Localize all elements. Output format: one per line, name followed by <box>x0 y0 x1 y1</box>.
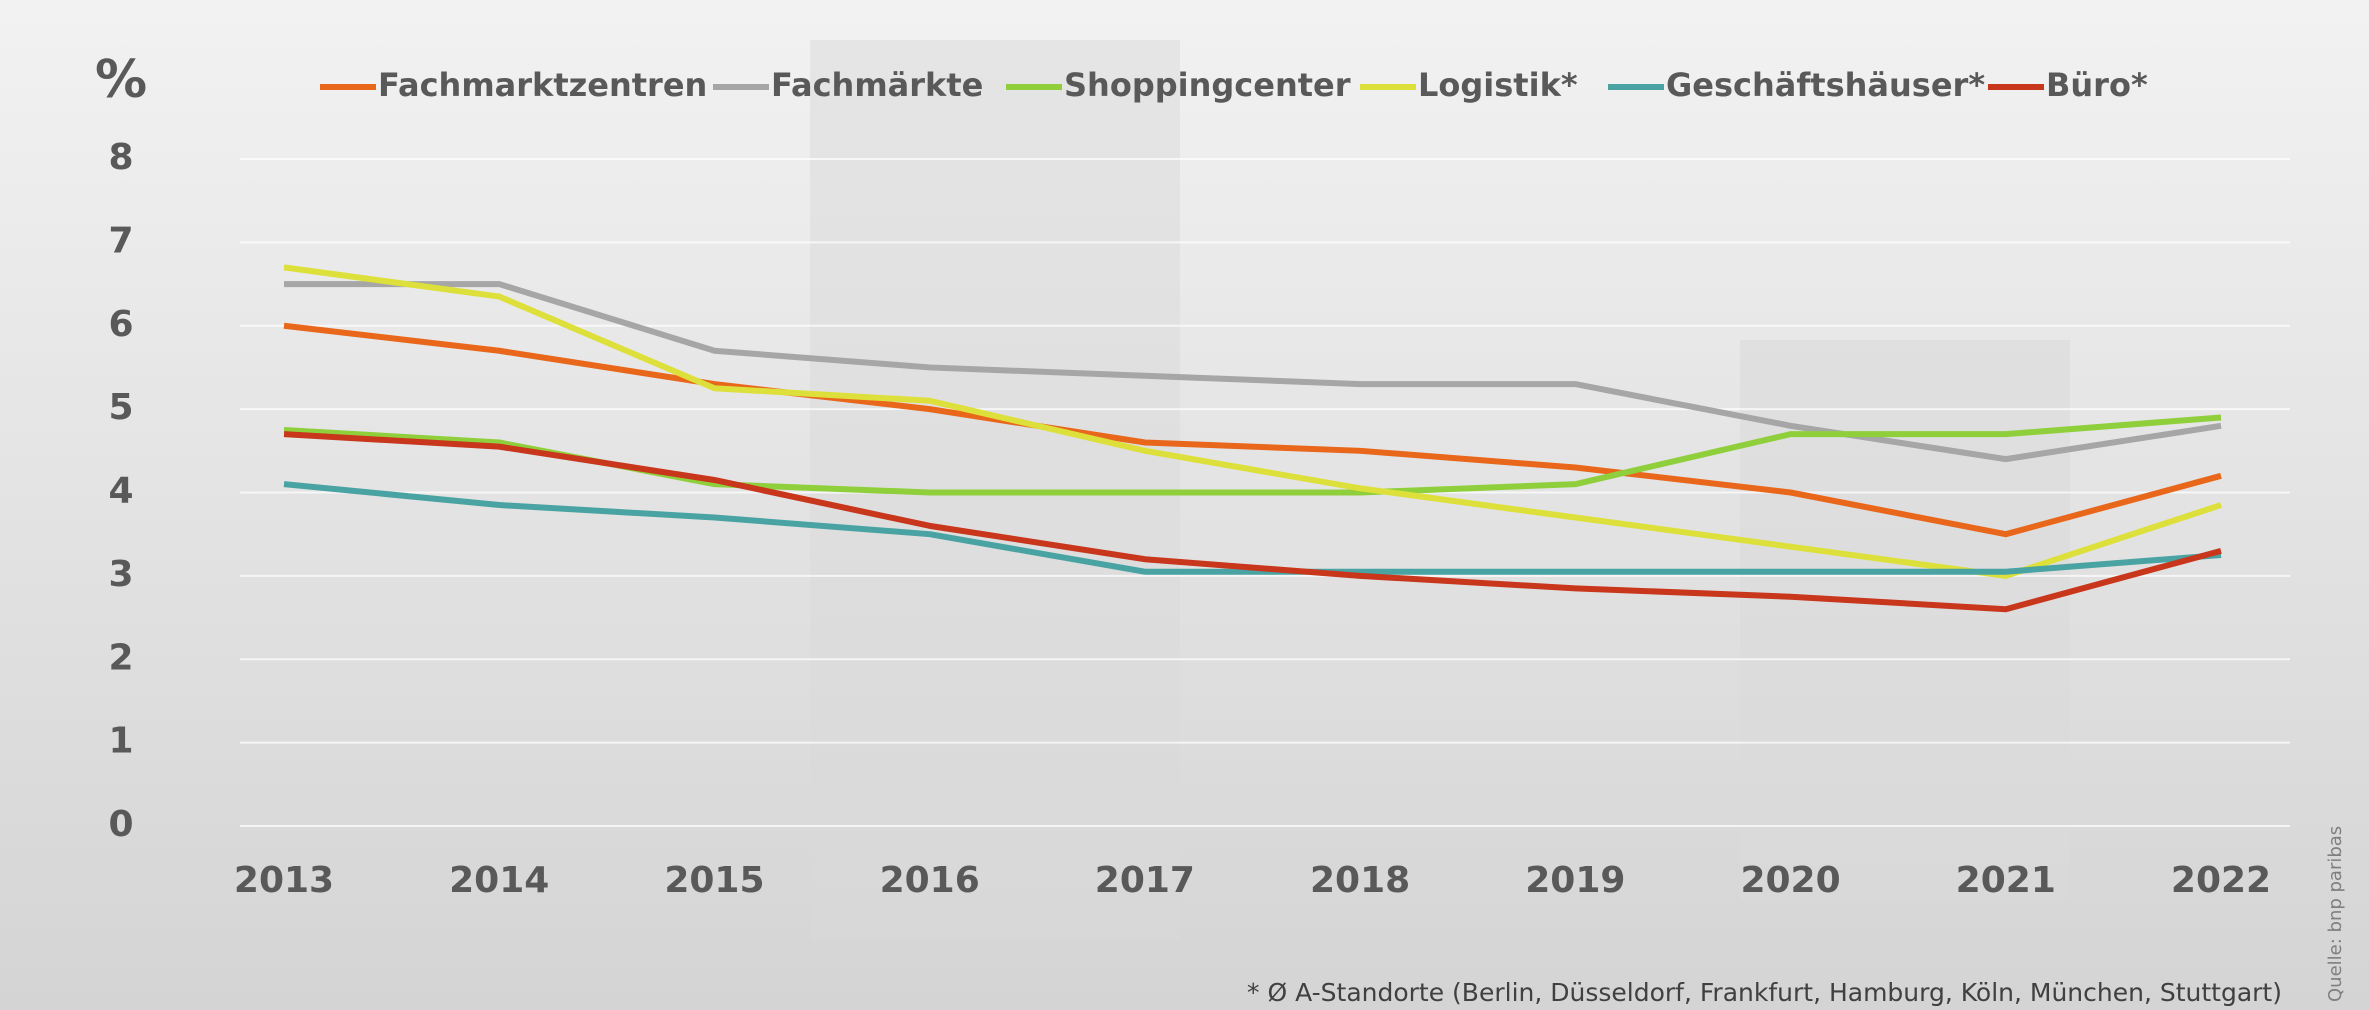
x-tick-label: 2015 <box>664 860 764 901</box>
y-tick-label: 3 <box>108 554 133 595</box>
unit-label: % <box>95 50 147 110</box>
x-tick-label: 2016 <box>880 860 980 901</box>
x-tick-label: 2017 <box>1095 860 1195 901</box>
x-tick-label: 2020 <box>1740 860 1840 901</box>
legend-label: Fachmarktzentren <box>378 66 707 104</box>
x-tick-label: 2013 <box>234 860 334 901</box>
legend-label: Geschäftshäuser* <box>1666 66 1985 104</box>
series-line <box>283 264 2222 579</box>
y-tick-label: 8 <box>108 137 133 178</box>
y-tick-label: 0 <box>108 804 133 845</box>
series-line <box>283 431 2222 613</box>
source: Quelle: bnp paribas <box>2325 826 2346 1002</box>
y-tick-label: 5 <box>108 387 133 428</box>
y-tick-label: 6 <box>108 304 133 345</box>
series-line <box>283 322 2222 538</box>
series-line <box>284 281 2222 463</box>
footnote: * Ø A-Standorte (Berlin, Düsseldorf, Fra… <box>1247 978 2282 1007</box>
y-tick-label: 2 <box>108 637 133 678</box>
legend-label: Fachmärkte <box>771 66 983 104</box>
series-line <box>283 481 2222 575</box>
x-tick-label: 2021 <box>1956 860 2056 901</box>
x-tick-label: 2022 <box>2171 860 2271 901</box>
legend-label: Shoppingcenter <box>1064 66 1351 104</box>
x-tick-label: 2018 <box>1310 860 1410 901</box>
y-tick-label: 7 <box>108 220 133 261</box>
y-tick-label: 4 <box>108 471 133 512</box>
legend-label: Logistik* <box>1418 66 1578 104</box>
x-tick-label: 2014 <box>449 860 549 901</box>
y-tick-label: 1 <box>108 721 133 762</box>
legend-label: Büro* <box>2046 66 2148 104</box>
x-tick-label: 2019 <box>1525 860 1625 901</box>
